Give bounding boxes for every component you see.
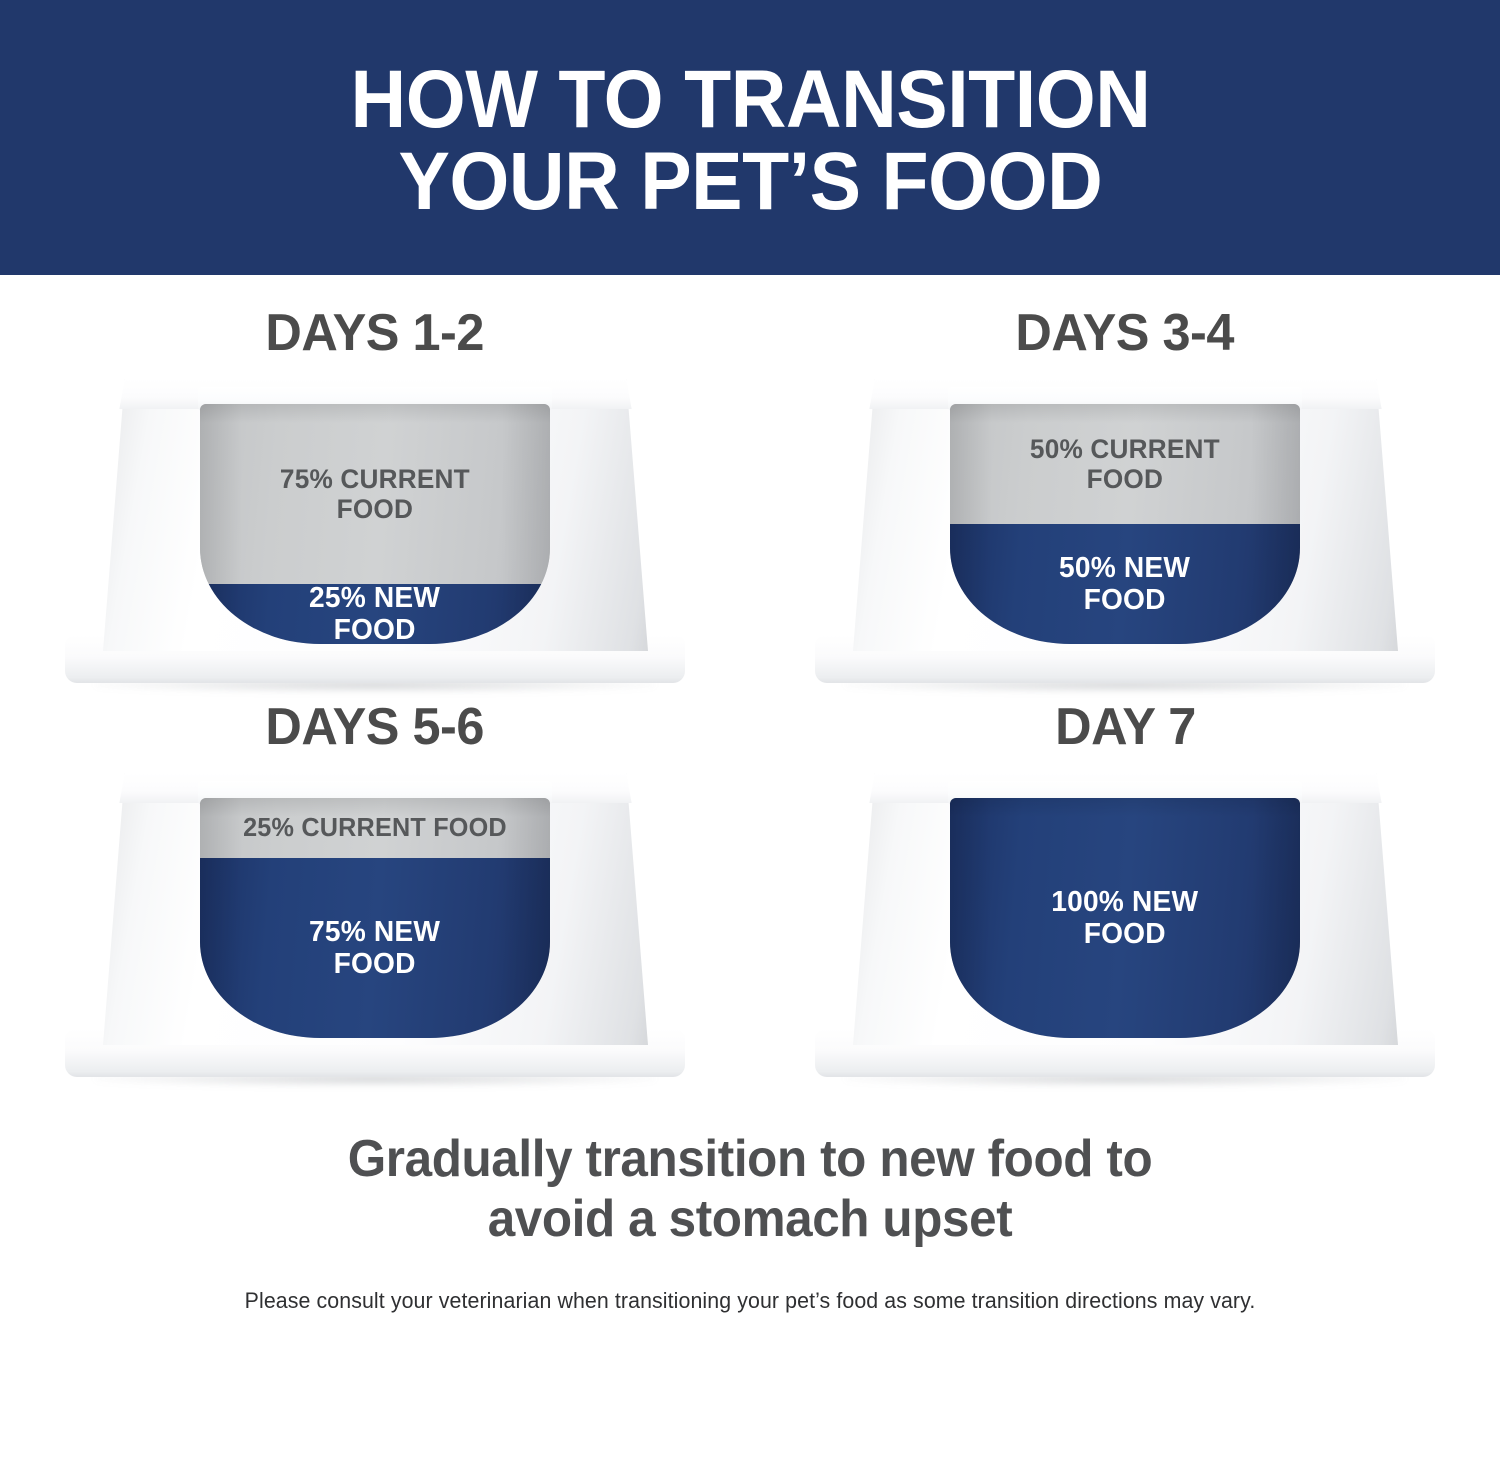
day-label-3: DAY 7 (1054, 698, 1196, 756)
day-label-1: DAYS 3-4 (1015, 304, 1235, 362)
current-food-label-2: 25% CURRENT FOOD (235, 813, 514, 842)
food-bowl-3: 100% NEW FOOD (815, 773, 1435, 1091)
food-well-0: 75% CURRENT FOOD 25% NEW FOOD (200, 404, 550, 644)
new-food-label-line: FOOD (333, 614, 417, 644)
new-food-label-0: 25% NEW FOOD (302, 582, 449, 644)
current-food-label-1: 50% CURRENT FOOD (1022, 434, 1227, 494)
new-food-fill-2: 75% NEW FOOD (200, 858, 550, 1038)
tagline: Gradually transition to new food to avoi… (38, 1129, 1463, 1250)
current-food-label-line: 50% CURRENT (1030, 433, 1220, 464)
current-food-label-0: 75% CURRENT FOOD (272, 464, 477, 524)
header-banner: HOW TO TRANSITION YOUR PET’S FOOD (0, 0, 1500, 275)
tagline-line-2: avoid a stomach upset (487, 1190, 1013, 1249)
new-food-fill-1: 50% NEW FOOD (950, 524, 1300, 644)
new-food-fill-3: 100% NEW FOOD (950, 798, 1300, 1038)
new-food-label-line: 100% NEW (1051, 885, 1199, 918)
step-card-1: DAYS 3-4 50% CURRENT FOOD (750, 303, 1500, 697)
current-food-label-line: 25% CURRENT FOOD (243, 812, 507, 843)
current-food-label-line: FOOD (1086, 464, 1164, 494)
food-well-1: 50% CURRENT FOOD 50% NEW FOOD (950, 404, 1300, 644)
food-well-2: 25% CURRENT FOOD 75% NEW FOOD (200, 798, 550, 1038)
step-card-2: DAYS 5-6 25% CURRENT FOOD 75% NEW (0, 697, 750, 1091)
new-food-label-line: FOOD (1083, 584, 1167, 616)
food-well-3: 100% NEW FOOD (950, 798, 1300, 1038)
new-food-fill-0: 25% NEW FOOD (200, 582, 550, 644)
new-food-label-line: FOOD (333, 948, 417, 980)
new-food-label-line: 50% NEW (1059, 551, 1191, 584)
disclaimer-text: Please consult your veterinarian when tr… (244, 1287, 1256, 1313)
steps-row-bottom: DAYS 5-6 25% CURRENT FOOD 75% NEW (0, 697, 1500, 1091)
current-food-label-line: FOOD (336, 494, 414, 524)
food-bowl-0: 75% CURRENT FOOD 25% NEW FOOD (65, 379, 685, 697)
day-label-2: DAYS 5-6 (265, 698, 485, 756)
header-title-line-2: YOUR PET’S FOOD (398, 135, 1102, 227)
new-food-label-line: 25% NEW (309, 581, 441, 614)
new-food-label-line: FOOD (1083, 918, 1167, 950)
header-title-line-1: HOW TO TRANSITION (350, 54, 1150, 146)
new-food-label-line: 75% NEW (309, 915, 441, 948)
transition-steps-grid: DAYS 1-2 75% CURRENT FOOD (0, 275, 1500, 1091)
steps-row-top: DAYS 1-2 75% CURRENT FOOD (0, 303, 1500, 697)
new-food-label-3: 100% NEW FOOD (1044, 886, 1206, 951)
step-card-3: DAY 7 100% NEW FOOD (750, 697, 1500, 1091)
step-card-0: DAYS 1-2 75% CURRENT FOOD (0, 303, 750, 697)
current-food-label-line: 75% CURRENT (280, 463, 470, 494)
food-bowl-2: 25% CURRENT FOOD 75% NEW FOOD (65, 773, 685, 1091)
current-food-fill-2: 25% CURRENT FOOD (200, 798, 550, 858)
current-food-fill-1: 50% CURRENT FOOD (950, 404, 1300, 524)
food-bowl-1: 50% CURRENT FOOD 50% NEW FOOD (815, 379, 1435, 697)
new-food-label-1: 50% NEW FOOD (1052, 552, 1199, 617)
current-food-fill-0: 75% CURRENT FOOD (200, 404, 550, 584)
day-label-0: DAYS 1-2 (265, 304, 485, 362)
tagline-line-1: Gradually transition to new food to (347, 1130, 1153, 1188)
new-food-label-2: 75% NEW FOOD (302, 916, 449, 981)
